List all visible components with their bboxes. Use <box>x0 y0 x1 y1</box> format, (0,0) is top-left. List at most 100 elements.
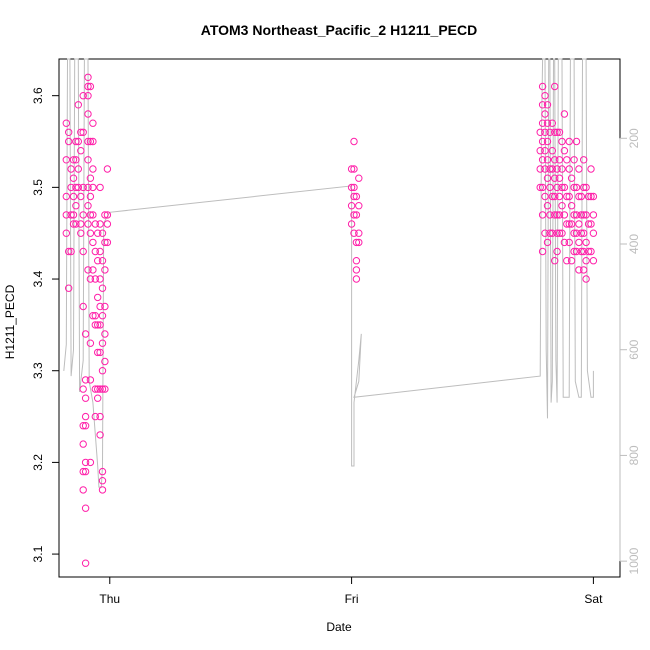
data-point <box>582 211 590 219</box>
data-point <box>553 211 561 219</box>
data-point <box>570 247 578 256</box>
data-point <box>74 101 83 109</box>
data-point <box>582 257 590 265</box>
data-point <box>89 266 97 274</box>
data-point <box>96 348 104 357</box>
data-point <box>86 137 95 146</box>
data-point <box>89 137 97 146</box>
data-point <box>551 192 559 201</box>
data-point <box>541 110 549 118</box>
data-point <box>563 257 571 265</box>
data-point <box>558 229 566 237</box>
data-point <box>575 192 583 201</box>
chart-title: ATOM3 Northeast_Pacific_2 H1211_PECD <box>201 22 478 38</box>
data-point <box>355 202 363 210</box>
plot-frame <box>58 58 621 578</box>
data-point <box>67 183 75 192</box>
data-point <box>81 559 90 567</box>
depth-line <box>63 58 594 488</box>
data-point <box>72 137 80 146</box>
data-point <box>84 92 92 100</box>
data-point <box>96 302 104 311</box>
data-point <box>587 192 595 201</box>
data-point <box>572 229 581 237</box>
data-point <box>347 220 356 228</box>
data-point <box>98 477 107 485</box>
data-point <box>89 312 97 320</box>
data-point <box>65 137 73 146</box>
data-point <box>538 183 547 192</box>
data-point <box>543 174 552 182</box>
data-point <box>587 247 595 256</box>
data-point <box>96 220 104 228</box>
data-point <box>553 128 561 137</box>
data-point <box>86 192 95 201</box>
data-point <box>84 202 92 210</box>
data-point <box>555 229 564 237</box>
x-axis-label: Date <box>326 620 352 634</box>
data-point <box>81 422 90 430</box>
data-point <box>570 229 578 237</box>
data-point <box>350 192 358 201</box>
x-axis: Thu Fri Sat <box>99 576 603 606</box>
depth-line-layer <box>63 58 594 488</box>
data-point <box>551 174 559 182</box>
data-point <box>548 119 556 127</box>
data-point <box>580 266 588 274</box>
data-point <box>551 211 559 219</box>
data-point <box>580 183 588 192</box>
data-point <box>565 192 573 201</box>
data-point <box>582 275 590 283</box>
data-point <box>62 192 71 201</box>
data-point <box>543 202 552 210</box>
data-point <box>352 257 361 265</box>
data-point <box>563 192 571 201</box>
data-point <box>541 128 549 137</box>
data-point <box>577 211 585 219</box>
data-point <box>543 137 552 146</box>
data-point <box>96 247 104 256</box>
data-point <box>86 458 95 467</box>
data-point <box>538 211 547 219</box>
data-point <box>570 183 578 192</box>
data-point <box>84 82 92 91</box>
data-point <box>74 165 83 173</box>
data-point <box>89 119 97 127</box>
data-points-layer <box>62 73 598 567</box>
y-tick-label: 3.3 <box>31 362 45 379</box>
data-point <box>551 156 559 164</box>
x-tick-label: Fri <box>345 592 359 606</box>
right-tick-label: 1000 <box>627 547 641 574</box>
data-point <box>570 156 578 164</box>
data-point <box>543 156 552 164</box>
data-point <box>72 156 80 164</box>
data-point <box>98 312 107 320</box>
data-point <box>567 174 576 182</box>
data-point <box>563 156 571 164</box>
data-point <box>101 302 109 311</box>
data-point <box>352 266 361 274</box>
data-point <box>94 385 102 393</box>
data-point <box>91 312 100 320</box>
data-point <box>575 165 583 173</box>
data-point <box>347 165 356 173</box>
data-point <box>67 165 75 173</box>
data-point <box>546 183 554 192</box>
data-point <box>65 284 73 292</box>
data-point <box>548 192 556 201</box>
data-point <box>62 119 71 127</box>
data-point <box>77 128 85 137</box>
data-point <box>79 183 87 192</box>
data-point <box>94 321 102 329</box>
data-point <box>79 422 87 430</box>
data-point <box>101 238 109 247</box>
data-point <box>543 101 552 109</box>
data-point <box>560 238 569 247</box>
data-point <box>91 385 100 393</box>
data-point <box>69 192 78 201</box>
data-point <box>350 229 358 237</box>
y-tick-label: 3.5 <box>31 179 45 196</box>
data-point <box>580 211 588 219</box>
data-point <box>84 156 92 164</box>
data-point <box>84 73 92 82</box>
